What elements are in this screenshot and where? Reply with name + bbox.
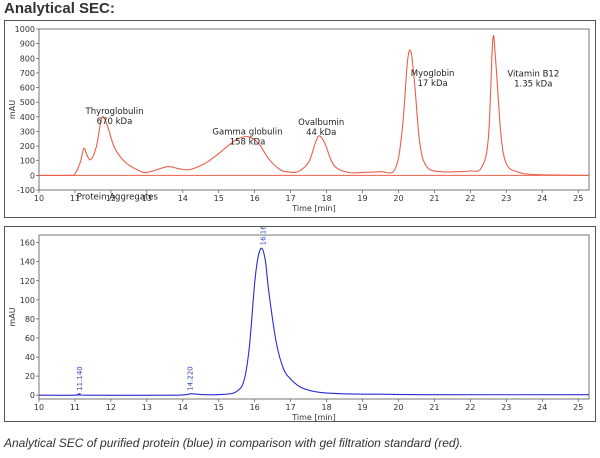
- x-tick-label: 22: [465, 194, 475, 203]
- y-tick-label: 600: [20, 84, 35, 93]
- x-tick-label: 16: [250, 194, 260, 203]
- y-tick-label: 1000: [15, 25, 35, 34]
- peak-annotation: Gamma globulin 158 kDa: [212, 127, 282, 147]
- x-tick-label: 23: [501, 194, 511, 203]
- series-line: [38, 35, 590, 177]
- x-tick-label: 15: [214, 194, 224, 203]
- annotation-line: 17 kDa: [418, 79, 448, 89]
- plot-frame: [38, 234, 590, 400]
- annotation-line: 1.35 kDa: [514, 80, 552, 90]
- y-axis-label: mAU: [8, 100, 17, 119]
- x-tick-label: 21: [429, 194, 439, 203]
- x-tick-label: 10: [34, 194, 44, 203]
- x-tick-label: 12: [106, 403, 116, 412]
- annotation-line: Vitamin B12: [507, 70, 559, 80]
- peak-time-label: 16.162: [260, 227, 268, 245]
- x-axis-label: Time [min]: [291, 413, 335, 421]
- sample-chart: 10 11 12 13 14 15 16 17 18 19 20 21 22 23 24 25 0 20 40 60 8…: [8, 227, 590, 421]
- x-tick-label: 14: [178, 403, 188, 412]
- y-tick-label: 40: [25, 353, 35, 362]
- y-tick-label: -100: [17, 186, 35, 195]
- standard-chart-panel: 10 11 12 13 14 15 16 17 18 19 20 21 22 23 24 25 -100 0 100…: [4, 20, 596, 218]
- x-tick-label: 25: [573, 194, 583, 203]
- y-tick-label: 700: [20, 69, 35, 78]
- annotation-line: 158 kDa: [230, 137, 266, 147]
- x-tick-label: 22: [465, 403, 475, 412]
- x-axis-label: Time [min]: [291, 204, 335, 213]
- x-tick-label: 18: [321, 194, 331, 203]
- y-tick-label: 0: [30, 171, 35, 180]
- y-tick-label: 140: [20, 258, 35, 267]
- annotation-line: Gamma globulin: [212, 127, 282, 137]
- annotation-line: 44 kDa: [306, 128, 336, 138]
- annotation-line: Thyroglobulin: [85, 107, 144, 117]
- y-tick-label: 160: [20, 239, 35, 248]
- y-axis-label: mAU: [8, 307, 17, 326]
- y-tick-label: 400: [20, 113, 35, 122]
- y-tick-label: 0: [30, 391, 35, 400]
- page-heading: Analytical SEC:: [4, 0, 115, 17]
- annotation-line: Ovalbumin: [298, 118, 344, 128]
- x-tick-label: 11: [70, 194, 80, 203]
- annotation-line: 670 kDa: [97, 117, 133, 127]
- x-tick-label: 11: [70, 403, 80, 412]
- y-tick-label: 100: [20, 157, 35, 166]
- y-tick-label: 20: [25, 372, 35, 381]
- series-line: [38, 247, 590, 396]
- x-tick-label: 17: [286, 403, 296, 412]
- x-tick-label: 10: [34, 403, 44, 412]
- sample-chart-panel: 10 11 12 13 14 15 16 17 18 19 20 21 22 23 24 25 0 20 40 60 8…: [4, 226, 596, 422]
- annotation-line: Protein Aggregates: [77, 193, 159, 203]
- x-tick-label: 14: [178, 194, 188, 203]
- x-tick-label: 15: [214, 403, 224, 412]
- annotation-line: Myoglobin: [411, 69, 455, 79]
- x-tick-label: 12: [106, 194, 116, 203]
- peak-time-label: 14.220: [187, 366, 195, 391]
- standard-chart: 10 11 12 13 14 15 16 17 18 19 20 21 22 23 24 25 -100 0 100…: [8, 25, 590, 213]
- y-tick-label: 80: [25, 315, 35, 324]
- peak-annotation: Ovalbumin 44 kDa: [298, 118, 344, 138]
- peak-time-label: 11.140: [76, 366, 84, 391]
- peak-annotation: Myoglobin 17 kDa: [411, 69, 455, 89]
- x-tick-label: 18: [321, 403, 331, 412]
- y-tick-label: 800: [20, 54, 35, 63]
- y-tick-label: 500: [20, 98, 35, 107]
- x-tick-label: 13: [142, 194, 152, 203]
- x-tick-label: 24: [537, 403, 547, 412]
- y-tick-label: 120: [20, 277, 35, 286]
- plot-frame: [38, 28, 590, 191]
- y-tick-label: 300: [20, 127, 35, 136]
- y-tick-label: 200: [20, 142, 35, 151]
- x-tick-label: 16: [250, 403, 260, 412]
- x-tick-label: 17: [286, 194, 296, 203]
- x-tick-label: 21: [429, 403, 439, 412]
- x-tick-label: 19: [357, 403, 367, 412]
- peak-annotation: Vitamin B12 1.35 kDa: [507, 70, 559, 90]
- x-tick-label: 20: [393, 403, 403, 412]
- x-tick-label: 20: [393, 194, 403, 203]
- figure-caption: Analytical SEC of purified protein (blue…: [4, 436, 463, 450]
- x-tick-label: 23: [501, 403, 511, 412]
- x-tick-label: 25: [573, 403, 583, 412]
- peak-annotation: Thyroglobulin 670 kDa: [85, 107, 144, 127]
- y-tick-label: 60: [25, 334, 35, 343]
- x-tick-label: 24: [537, 194, 547, 203]
- x-tick-label: 13: [142, 403, 152, 412]
- x-tick-label: 19: [357, 194, 367, 203]
- y-tick-label: 100: [20, 296, 35, 305]
- peak-annotation: Protein Aggregates: [77, 193, 159, 203]
- y-tick-label: 900: [20, 40, 35, 49]
